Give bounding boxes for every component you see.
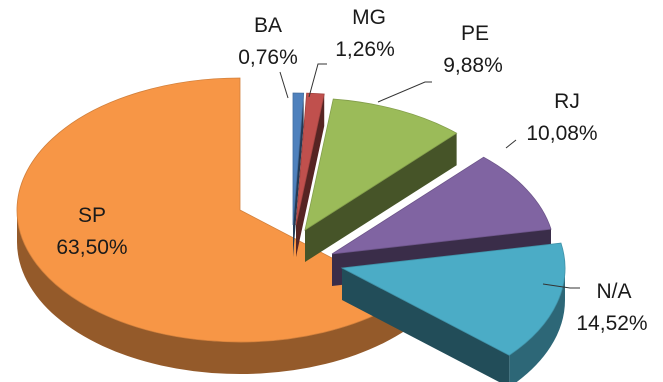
slice-value-sp: 63,50% (56, 236, 127, 259)
leader-line-mg (308, 63, 327, 98)
slice-label-rj: RJ (554, 90, 580, 113)
pie-slice-pe (304, 98, 458, 262)
slice-side-na (509, 268, 565, 382)
slice-label-na: N/A (596, 280, 631, 303)
slice-top-sp (16, 77, 409, 343)
slice-wall-na (342, 268, 510, 382)
slice-value-na: 14,52% (576, 312, 647, 335)
slice-top-ba (292, 92, 305, 226)
slice-top-mg (295, 92, 325, 226)
slice-top-rj (331, 156, 552, 255)
slice-wall-pe (305, 133, 457, 262)
pie-slice-ba (292, 92, 305, 257)
slice-top-na (340, 242, 566, 356)
slice-wall-mg (296, 94, 325, 257)
slice-value-mg: 1,26% (335, 38, 395, 61)
leader-line-ba (279, 71, 289, 99)
slice-value-rj: 10,08% (526, 122, 597, 145)
slice-label-sp: SP (78, 204, 106, 227)
slice-label-ba: BA (254, 14, 282, 37)
leader-line-na (542, 283, 580, 289)
slice-value-ba: 0,76% (238, 46, 298, 69)
slice-wall-ba (293, 93, 304, 257)
slice-value-pe: 9,88% (443, 54, 503, 77)
slice-top-pe (304, 98, 458, 231)
pie-slice-mg (295, 92, 325, 257)
slice-side-sp (17, 210, 408, 375)
slice-label-pe: PE (461, 22, 489, 45)
leader-line-rj (505, 139, 517, 149)
leader-line-pe (377, 81, 432, 103)
slice-label-mg: MG (352, 6, 386, 29)
pie-slice-na (340, 242, 566, 382)
